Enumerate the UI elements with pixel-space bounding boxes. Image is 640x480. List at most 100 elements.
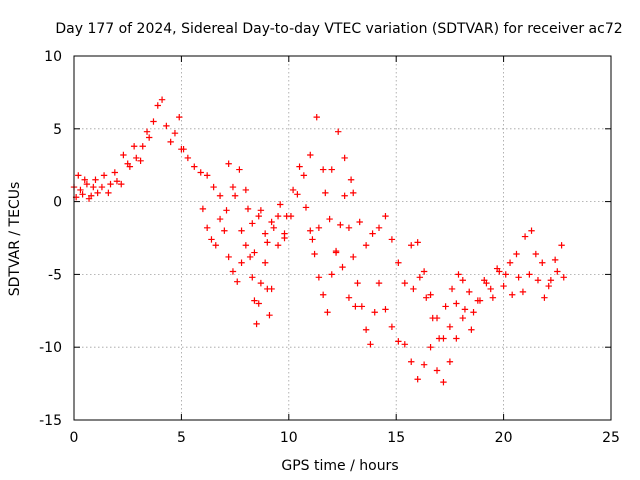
data-point (249, 274, 256, 281)
data-point (251, 249, 258, 256)
data-point (98, 183, 106, 191)
data-point (92, 176, 99, 183)
data-point (371, 309, 378, 316)
data-point (274, 212, 282, 220)
data-point (416, 274, 424, 281)
data-point (410, 285, 417, 293)
data-point (120, 151, 127, 159)
data-point (506, 259, 514, 266)
data-point (369, 230, 376, 237)
data-point (408, 242, 415, 249)
data-point (453, 335, 460, 342)
data-point (489, 294, 497, 301)
series-arc-i (350, 189, 473, 342)
data-point (268, 218, 275, 226)
data-point (313, 113, 320, 121)
data-point (118, 180, 125, 188)
data-point (420, 268, 428, 275)
data-point (208, 236, 215, 243)
data-point (534, 277, 542, 284)
series-arc-f (246, 253, 275, 328)
data-point (526, 271, 533, 278)
data-point (163, 122, 170, 130)
data-point (223, 207, 230, 214)
data-point (427, 344, 434, 351)
data-point (483, 279, 490, 287)
data-point (414, 239, 421, 246)
data-point (326, 215, 333, 223)
axes: 0 5 10 15 20 25 10 5 0 -5 -10 -15 (39, 49, 620, 446)
data-point (289, 186, 297, 194)
data-point (319, 291, 327, 298)
data-point (178, 145, 185, 153)
data-point (176, 113, 183, 121)
data-point (539, 259, 546, 266)
data-point (513, 250, 520, 258)
data-point (448, 285, 456, 293)
data-point (85, 195, 93, 202)
data-point (375, 279, 383, 287)
data-point (395, 259, 402, 266)
data-point (249, 220, 256, 227)
data-point (300, 172, 308, 179)
data-point (270, 224, 277, 232)
data-point (253, 320, 260, 328)
data-point (541, 294, 548, 301)
data-point (302, 204, 310, 211)
data-point (347, 176, 355, 183)
data-point (401, 341, 408, 348)
data-point (496, 268, 503, 275)
y-tick-label: -15 (39, 413, 62, 429)
data-point (395, 338, 402, 345)
series-arc-j (375, 279, 466, 386)
data-point (307, 227, 314, 234)
data-point (309, 236, 316, 243)
y-tick-label: -10 (39, 340, 62, 356)
data-point (551, 256, 559, 264)
y-tick-label: 5 (53, 122, 62, 138)
data-point (294, 191, 301, 198)
data-point (459, 277, 466, 284)
data-point (105, 189, 112, 197)
data-point (358, 303, 366, 310)
x-tick-label: 0 (70, 430, 79, 446)
data-point (367, 341, 374, 348)
data-point (274, 242, 282, 249)
data-point (287, 212, 295, 220)
series-arc-g (274, 113, 359, 310)
data-point (356, 218, 363, 226)
series-arc-l (470, 227, 567, 316)
data-point (446, 358, 454, 365)
data-point (158, 96, 166, 103)
data-point (133, 154, 140, 162)
data-point (221, 227, 228, 234)
data-point (322, 189, 329, 197)
data-point (414, 376, 421, 383)
data-point (238, 259, 245, 266)
data-point (354, 279, 361, 287)
series-arc-a (70, 96, 187, 199)
x-tick-label: 5 (177, 430, 186, 446)
data-point (500, 282, 507, 290)
data-point (487, 285, 494, 293)
data-point (335, 128, 342, 135)
data-point (75, 172, 82, 179)
data-point (137, 157, 144, 165)
data-point (199, 205, 207, 213)
data-point (257, 279, 265, 287)
data-point (388, 236, 396, 243)
data-point (242, 242, 250, 249)
data-point (470, 309, 477, 316)
data-point (423, 294, 430, 301)
data-point (244, 205, 252, 213)
data-point (545, 282, 552, 290)
data-point (401, 279, 408, 287)
data-point (167, 138, 174, 146)
data-point (126, 163, 134, 170)
data-point (547, 277, 555, 284)
data-point (139, 143, 146, 150)
data-point (532, 250, 540, 258)
data-point (94, 189, 101, 197)
data-point (229, 268, 237, 275)
series-arc-k (410, 242, 565, 342)
